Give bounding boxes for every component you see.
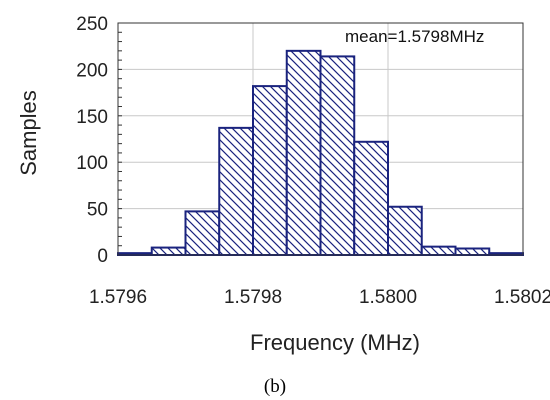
plot-frame (117, 22, 524, 256)
y-tick-label: 0 (97, 246, 108, 267)
histogram-bar (353, 140, 389, 256)
x-axis-ticks: 1.5796 1.5798 1.5800 1.5802 (89, 287, 550, 308)
x-tick-label: 1.5796 (89, 287, 147, 308)
y-tick-label: 50 (87, 200, 108, 221)
x-tick-label: 1.5800 (359, 287, 417, 308)
histogram-bar (387, 205, 423, 257)
x-axis-label: Frequency (MHz) (250, 330, 420, 355)
histogram-bar (150, 246, 187, 257)
y-tick-label: 200 (76, 60, 108, 81)
histogram-bar (454, 247, 491, 256)
x-tick-label: 1.5798 (224, 287, 282, 308)
histogram-bar (285, 49, 322, 257)
y-tick-label: 150 (76, 107, 108, 128)
histogram-bar (184, 210, 221, 257)
mean-annotation: mean=1.5798MHz (345, 27, 484, 46)
y-axis-ticks: 0 50 100 150 200 250 (76, 14, 108, 267)
y-tick-label: 250 (76, 14, 108, 35)
x-tick-label: 1.5802 (494, 287, 550, 308)
y-axis-label: Samples (16, 90, 41, 176)
figure-caption: (b) (264, 376, 286, 397)
histogram-bar (218, 126, 254, 256)
y-tick-label: 100 (76, 153, 108, 174)
histogram-bar (252, 85, 288, 256)
histogram-bar (319, 55, 356, 256)
bars-group (117, 49, 524, 257)
histogram-bar (420, 245, 457, 256)
